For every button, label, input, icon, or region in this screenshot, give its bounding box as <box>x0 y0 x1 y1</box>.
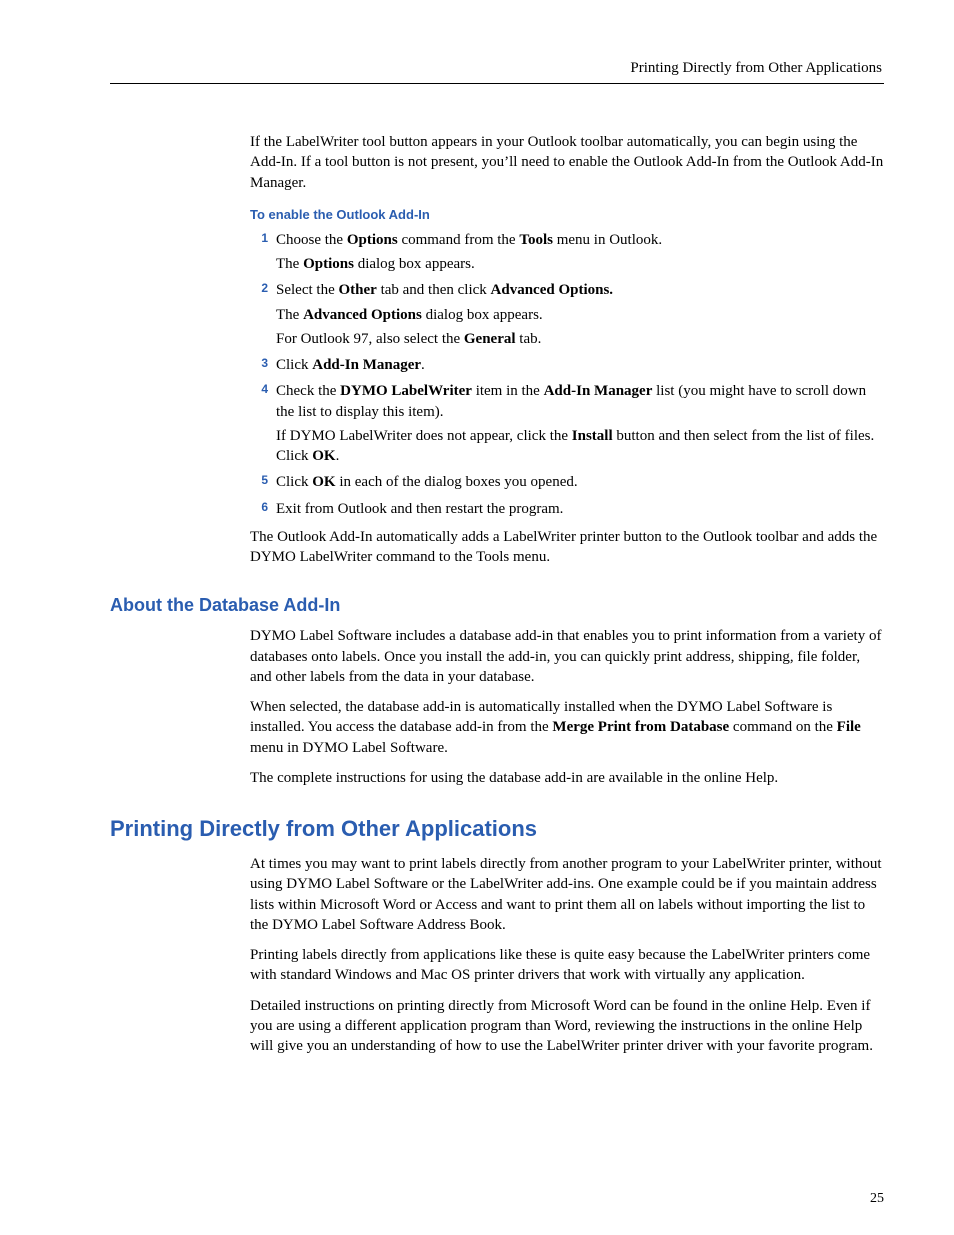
step-number: 2 <box>250 280 268 296</box>
page-number: 25 <box>870 1191 884 1207</box>
step-number: 3 <box>250 355 268 371</box>
step-number: 1 <box>250 230 268 246</box>
header-rule <box>110 83 884 84</box>
step-text: Click OK in each of the dialog boxes you… <box>276 474 578 490</box>
intro-block: If the LabelWriter tool button appears i… <box>250 132 884 567</box>
intro-paragraph: If the LabelWriter tool button appears i… <box>250 132 884 193</box>
step-5: 5 Click OK in each of the dialog boxes y… <box>250 472 884 492</box>
step-2: 2 Select the Other tab and then click Ad… <box>250 280 884 349</box>
page: Printing Directly from Other Application… <box>0 0 954 1235</box>
step-text: Click Add-In Manager. <box>276 357 425 373</box>
running-header: Printing Directly from Other Application… <box>110 60 884 77</box>
step-4: 4 Check the DYMO LabelWriter item in the… <box>250 381 884 466</box>
step-text: Select the Other tab and then click Adva… <box>276 282 613 298</box>
step-number: 4 <box>250 381 268 397</box>
pd-p1: At times you may want to print labels di… <box>250 854 884 935</box>
step-6: 6 Exit from Outlook and then restart the… <box>250 499 884 519</box>
step-sub-2: For Outlook 97, also select the General … <box>276 329 884 349</box>
step-number: 5 <box>250 472 268 488</box>
step-1: 1 Choose the Options command from the To… <box>250 230 884 275</box>
print-direct-heading: Printing Directly from Other Application… <box>110 816 884 842</box>
step-sub: The Options dialog box appears. <box>276 254 884 274</box>
step-text: Exit from Outlook and then restart the p… <box>276 501 563 517</box>
db-addin-block: DYMO Label Software includes a database … <box>250 626 884 788</box>
db-p3: The complete instructions for using the … <box>250 768 884 788</box>
step-text: Check the DYMO LabelWriter item in the A… <box>276 383 866 419</box>
enable-steps: 1 Choose the Options command from the To… <box>250 230 884 519</box>
pd-p2: Printing labels directly from applicatio… <box>250 945 884 986</box>
print-direct-block: At times you may want to print labels di… <box>250 854 884 1056</box>
db-p2: When selected, the database add-in is au… <box>250 697 884 758</box>
enable-title: To enable the Outlook Add-In <box>250 207 884 222</box>
db-p1: DYMO Label Software includes a database … <box>250 626 884 687</box>
db-addin-heading: About the Database Add-In <box>110 595 884 616</box>
enable-outro: The Outlook Add-In automatically adds a … <box>250 527 884 568</box>
step-number: 6 <box>250 499 268 515</box>
pd-p3: Detailed instructions on printing direct… <box>250 996 884 1057</box>
step-sub-2: If DYMO LabelWriter does not appear, cli… <box>276 426 884 467</box>
step-text: Choose the Options command from the Tool… <box>276 232 662 248</box>
step-3: 3 Click Add-In Manager. <box>250 355 884 375</box>
step-sub: The Advanced Options dialog box appears. <box>276 305 884 325</box>
